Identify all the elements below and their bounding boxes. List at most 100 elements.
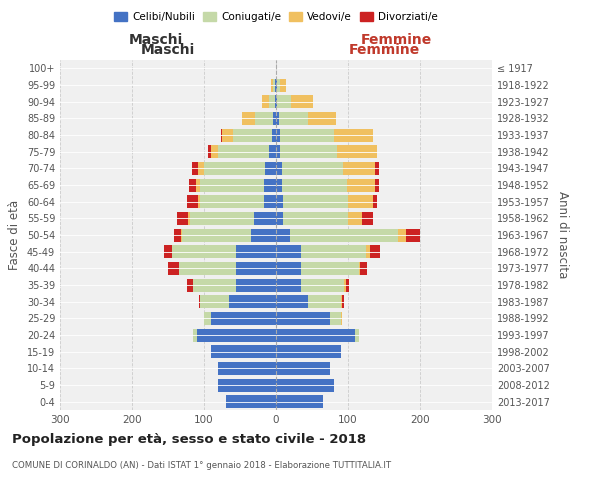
Bar	[189, 178, 196, 192]
Bar	[291, 95, 313, 108]
Bar	[193, 278, 236, 291]
Bar	[334, 128, 373, 141]
Bar	[280, 78, 286, 92]
Bar	[196, 178, 200, 192]
Bar	[242, 112, 255, 125]
Bar	[343, 162, 376, 175]
Bar	[373, 195, 377, 208]
Y-axis label: Fasce di età: Fasce di età	[8, 200, 21, 270]
Bar	[233, 128, 272, 141]
Bar	[276, 345, 341, 358]
Bar	[276, 362, 330, 375]
Bar	[164, 245, 172, 258]
Bar	[265, 162, 276, 175]
Bar	[276, 178, 282, 192]
Bar	[190, 212, 254, 225]
Bar	[221, 128, 222, 141]
Bar	[273, 78, 275, 92]
Bar	[406, 228, 420, 241]
Bar	[188, 212, 190, 225]
Bar	[273, 112, 276, 125]
Bar	[355, 328, 359, 342]
Bar	[236, 262, 276, 275]
Bar	[362, 212, 373, 225]
Bar	[174, 228, 181, 241]
Bar	[265, 195, 276, 208]
Bar	[276, 128, 280, 141]
Bar	[272, 128, 276, 141]
Bar	[255, 112, 273, 125]
Bar	[280, 128, 334, 141]
Bar	[360, 262, 367, 275]
Bar	[283, 195, 348, 208]
Bar	[211, 312, 276, 325]
Bar	[197, 195, 200, 208]
Bar	[348, 212, 362, 225]
Bar	[282, 178, 347, 192]
Bar	[276, 278, 301, 291]
Bar	[301, 262, 359, 275]
Bar	[330, 312, 341, 325]
Bar	[276, 95, 277, 108]
Bar	[348, 195, 373, 208]
Bar	[254, 212, 276, 225]
Bar	[182, 228, 251, 241]
Bar	[218, 378, 276, 392]
Bar	[276, 395, 323, 408]
Bar	[172, 245, 236, 258]
Text: Femmine: Femmine	[361, 34, 431, 48]
Bar	[218, 362, 276, 375]
Bar	[398, 228, 406, 241]
Bar	[269, 95, 275, 108]
Bar	[208, 145, 211, 158]
Bar	[276, 328, 355, 342]
Bar	[366, 245, 370, 258]
Bar	[236, 245, 276, 258]
Bar	[276, 212, 283, 225]
Bar	[301, 245, 366, 258]
Bar	[341, 312, 342, 325]
Bar	[347, 178, 376, 192]
Bar	[271, 78, 273, 92]
Bar	[308, 295, 341, 308]
Bar	[301, 278, 344, 291]
Bar	[342, 295, 344, 308]
Bar	[337, 145, 377, 158]
Bar	[218, 145, 269, 158]
Bar	[211, 345, 276, 358]
Bar	[269, 145, 276, 158]
Bar	[276, 295, 308, 308]
Bar	[197, 328, 276, 342]
Bar	[276, 145, 280, 158]
Bar	[276, 378, 334, 392]
Bar	[308, 112, 337, 125]
Bar	[229, 295, 276, 308]
Bar	[178, 212, 188, 225]
Bar	[200, 195, 265, 208]
Bar	[226, 395, 276, 408]
Y-axis label: Anni di nascita: Anni di nascita	[556, 192, 569, 278]
Bar	[370, 245, 380, 258]
Bar	[199, 295, 200, 308]
Bar	[376, 162, 379, 175]
Bar	[181, 228, 182, 241]
Bar	[276, 245, 301, 258]
Text: Popolazione per età, sesso e stato civile - 2018: Popolazione per età, sesso e stato civil…	[12, 432, 366, 446]
Bar	[193, 328, 197, 342]
Bar	[359, 262, 360, 275]
Bar	[236, 278, 276, 291]
Bar	[251, 228, 276, 241]
Bar	[200, 178, 265, 192]
Bar	[168, 262, 179, 275]
Bar	[276, 228, 290, 241]
Bar	[276, 162, 282, 175]
Bar	[193, 162, 198, 175]
Bar	[275, 78, 276, 92]
Bar	[283, 212, 348, 225]
Bar	[275, 95, 276, 108]
Bar	[282, 162, 343, 175]
Text: Maschi: Maschi	[129, 34, 183, 48]
Bar	[344, 278, 346, 291]
Legend: Celibi/Nubili, Coniugati/e, Vedovi/e, Divorziati/e: Celibi/Nubili, Coniugati/e, Vedovi/e, Di…	[110, 8, 442, 26]
Bar	[280, 145, 337, 158]
